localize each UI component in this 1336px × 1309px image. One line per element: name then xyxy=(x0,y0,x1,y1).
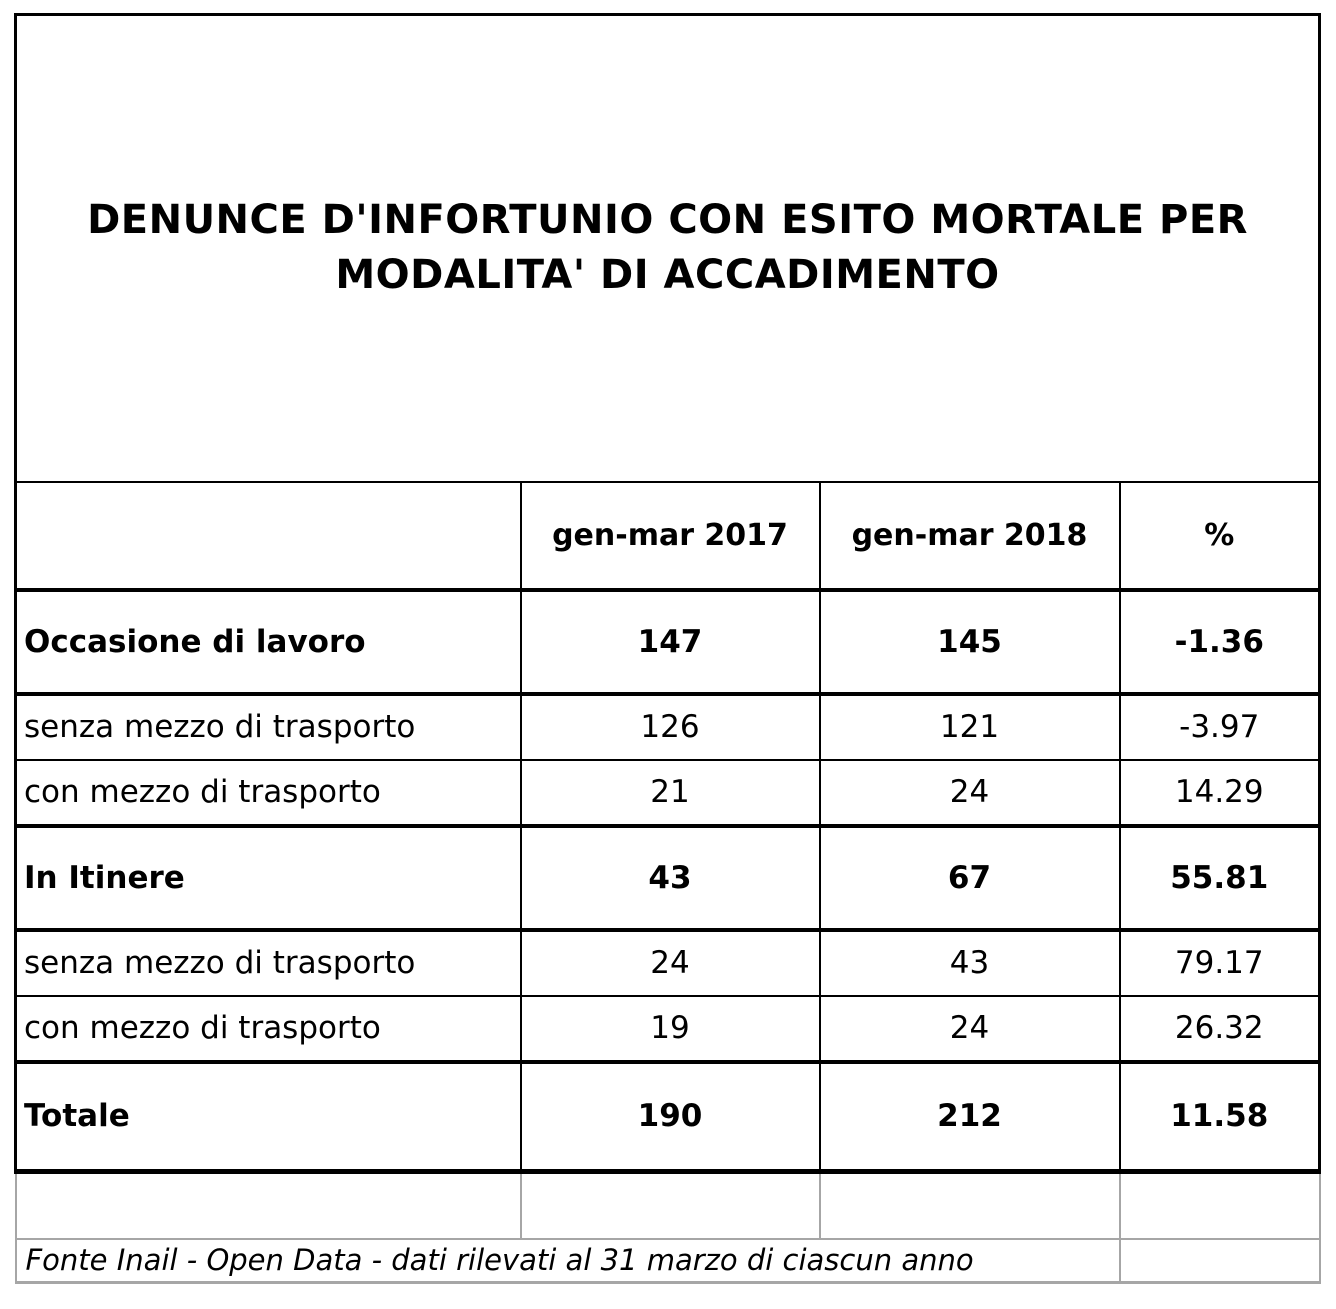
value-2017: 43 xyxy=(519,823,820,932)
value-percent: 55.81 xyxy=(1118,823,1322,932)
row-label: con mezzo di trasporto xyxy=(14,994,521,1063)
value-percent: 11.58 xyxy=(1118,1059,1322,1174)
value-percent: 14.29 xyxy=(1118,758,1322,827)
value-2018: 145 xyxy=(818,587,1120,696)
value-percent: -1.36 xyxy=(1118,587,1322,696)
value-2018: 24 xyxy=(818,994,1120,1063)
column-header-gen-mar-2017: gen-mar 2017 xyxy=(519,481,820,592)
value-2018: 121 xyxy=(818,692,1120,761)
column-header-percent: % xyxy=(1118,481,1322,592)
table-row-in-itinere: In Itinere 43 67 55.81 xyxy=(14,823,1322,932)
value-2017: 24 xyxy=(519,928,820,997)
table-row-con-mezzo-1: con mezzo di trasporto 21 24 14.29 xyxy=(14,758,1322,827)
title-row: DENUNCE D'INFORTUNIO CON ESITO MORTALE P… xyxy=(13,13,1322,483)
source-empty-cell xyxy=(1118,1238,1321,1284)
spacer-cell xyxy=(519,1171,821,1240)
table-row-senza-mezzo-2: senza mezzo di trasporto 24 43 79.17 xyxy=(14,928,1322,997)
page-title-line-2: MODALITA' DI ACCADIMENTO xyxy=(335,252,1000,299)
value-2017: 126 xyxy=(519,692,820,761)
table-row-senza-mezzo-1: senza mezzo di trasporto 126 121 -3.97 xyxy=(14,692,1322,761)
row-label: senza mezzo di trasporto xyxy=(14,928,521,997)
row-label: Occasione di lavoro xyxy=(14,587,521,696)
value-percent: -3.97 xyxy=(1118,692,1322,761)
spacer-cell xyxy=(1118,1171,1321,1240)
row-label: con mezzo di trasporto xyxy=(14,758,521,827)
table-row-occasione-di-lavoro: Occasione di lavoro 147 145 -1.36 xyxy=(14,587,1322,696)
row-label: senza mezzo di trasporto xyxy=(14,692,521,761)
page-title-line-1: DENUNCE D'INFORTUNIO CON ESITO MORTALE P… xyxy=(87,197,1248,244)
value-2017: 190 xyxy=(519,1059,820,1174)
title-cell: DENUNCE D'INFORTUNIO CON ESITO MORTALE P… xyxy=(13,13,1322,483)
source-note: Fonte Inail - Open Data - dati rilevati … xyxy=(14,1238,1121,1284)
value-percent: 26.32 xyxy=(1118,994,1322,1063)
row-label: In Itinere xyxy=(14,823,521,932)
spacer-row xyxy=(14,1171,1321,1240)
table-row-totale: Totale 190 212 11.58 xyxy=(14,1059,1322,1174)
value-2017: 147 xyxy=(519,587,820,696)
table-row-con-mezzo-2: con mezzo di trasporto 19 24 26.32 xyxy=(14,994,1322,1063)
column-header-gen-mar-2018: gen-mar 2018 xyxy=(818,481,1120,592)
row-label: Totale xyxy=(14,1059,521,1174)
table-header-row: gen-mar 2017 gen-mar 2018 % xyxy=(14,481,1322,592)
value-percent: 79.17 xyxy=(1118,928,1322,997)
fatal-accidents-table: DENUNCE D'INFORTUNIO CON ESITO MORTALE P… xyxy=(13,13,1322,1284)
value-2018: 43 xyxy=(818,928,1120,997)
value-2018: 212 xyxy=(818,1059,1120,1174)
source-row: Fonte Inail - Open Data - dati rilevati … xyxy=(14,1238,1321,1284)
spacer-cell xyxy=(14,1171,522,1240)
value-2018: 67 xyxy=(818,823,1120,932)
spacer-cell xyxy=(818,1171,1121,1240)
value-2017: 21 xyxy=(519,758,820,827)
value-2017: 19 xyxy=(519,994,820,1063)
header-empty-cell xyxy=(14,481,521,592)
value-2018: 24 xyxy=(818,758,1120,827)
